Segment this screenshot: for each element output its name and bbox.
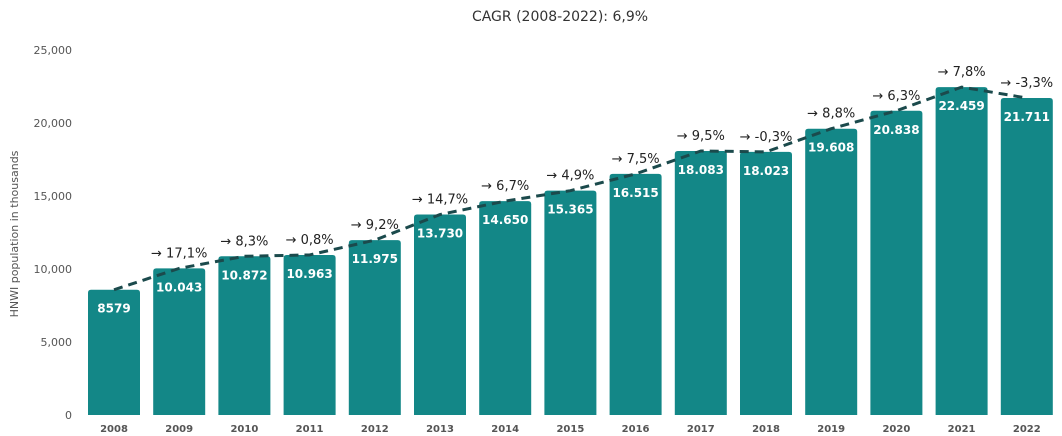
x-tick-label: 2018 <box>752 424 780 435</box>
bar-value-label: 22.459 <box>938 99 984 113</box>
bar-value-label: 19.608 <box>808 141 854 155</box>
y-axis-label: HNWI population in thousands <box>8 150 21 317</box>
x-tick-label: 2009 <box>165 424 193 435</box>
bar <box>609 173 662 415</box>
growth-rate-label: → 8,3% <box>220 234 268 249</box>
x-tick-label: 2020 <box>882 424 910 435</box>
growth-rate-label: → 6,7% <box>481 179 529 194</box>
y-tick-label: 0 <box>65 409 72 422</box>
x-tick-label: 2014 <box>491 424 519 435</box>
growth-rate-label: → 4,9% <box>546 169 594 184</box>
y-tick-label: 15,000 <box>34 190 73 203</box>
growth-rate-label: → -0,3% <box>740 130 793 145</box>
bar <box>283 254 336 415</box>
bar-value-label: 18.023 <box>743 164 789 178</box>
value-labels-group: 8579 10.043 10.872 10.963 11.975 13.730 14.650… <box>97 99 1050 316</box>
bar <box>740 151 792 415</box>
chart-title: CAGR (2008-2022): 6,9% <box>472 9 648 25</box>
bar-value-label: 18.083 <box>678 163 724 177</box>
bar <box>870 110 923 415</box>
bar-value-label: 20.838 <box>873 123 919 137</box>
growth-rate-label: → 14,7% <box>412 193 468 208</box>
trend-line <box>113 85 1028 292</box>
bar-value-label: 14.650 <box>482 213 528 227</box>
bar <box>218 256 271 415</box>
x-tick-label: 2011 <box>296 424 324 435</box>
y-tick-label: 20,000 <box>34 117 73 130</box>
y-axis-ticks: 0 5,000 10,000 15,000 20,000 25,000 <box>34 44 73 422</box>
bar-value-label: 10.872 <box>221 268 267 282</box>
bar-value-label: 10.043 <box>156 280 202 294</box>
bar <box>348 240 401 415</box>
growth-rate-label: → 0,8% <box>286 233 334 248</box>
x-tick-label: 2016 <box>622 424 650 435</box>
bar-value-label: 10.963 <box>286 267 332 281</box>
bar <box>1000 98 1053 415</box>
bar <box>674 150 727 415</box>
y-tick-label: 5,000 <box>41 336 73 349</box>
x-tick-label: 2008 <box>100 424 128 435</box>
bar <box>479 201 532 415</box>
growth-rate-label: → 8,8% <box>807 107 855 122</box>
bar <box>805 128 858 415</box>
growth-rate-label: → 7,5% <box>612 152 660 167</box>
bar <box>935 87 988 415</box>
x-tick-label: 2015 <box>556 424 584 435</box>
x-tick-label: 2021 <box>948 424 976 435</box>
x-tick-label: 2022 <box>1013 424 1041 435</box>
growth-rate-label: → -3,3% <box>1000 76 1053 91</box>
x-axis-ticks: 2008 2009 2010 2011 2012 2013 2014 2015 2016 2017… <box>100 424 1041 435</box>
x-tick-label: 2019 <box>817 424 845 435</box>
growth-rate-label: → 7,8% <box>938 65 986 80</box>
bar-value-label: 21.711 <box>1004 110 1050 124</box>
x-tick-label: 2012 <box>361 424 389 435</box>
bar <box>153 268 206 415</box>
growth-rate-label: → 9,5% <box>677 129 725 144</box>
growth-rate-label: → 9,2% <box>351 218 399 233</box>
x-tick-label: 2010 <box>230 424 258 435</box>
y-tick-label: 10,000 <box>34 263 73 276</box>
bar-value-label: 13.730 <box>417 227 463 241</box>
bar-value-label: 15.365 <box>547 203 593 217</box>
y-tick-label: 25,000 <box>34 44 73 57</box>
bar-value-label: 8579 <box>97 302 130 316</box>
bar <box>414 214 466 415</box>
growth-rate-label: → 6,3% <box>872 89 920 104</box>
bar <box>544 190 597 415</box>
bars-group <box>88 87 1053 415</box>
growth-rate-label: → 17,1% <box>151 246 207 261</box>
trend-line-group <box>113 85 1028 292</box>
x-tick-label: 2013 <box>426 424 454 435</box>
bar-value-label: 11.975 <box>352 252 398 266</box>
bar-value-label: 16.515 <box>612 186 658 200</box>
bar <box>88 289 140 415</box>
growth-labels-group: → 17,1% → 8,3% → 0,8% → 9,2% → 14,7% → 6,7% → … <box>151 65 1053 261</box>
x-tick-label: 2017 <box>687 424 715 435</box>
